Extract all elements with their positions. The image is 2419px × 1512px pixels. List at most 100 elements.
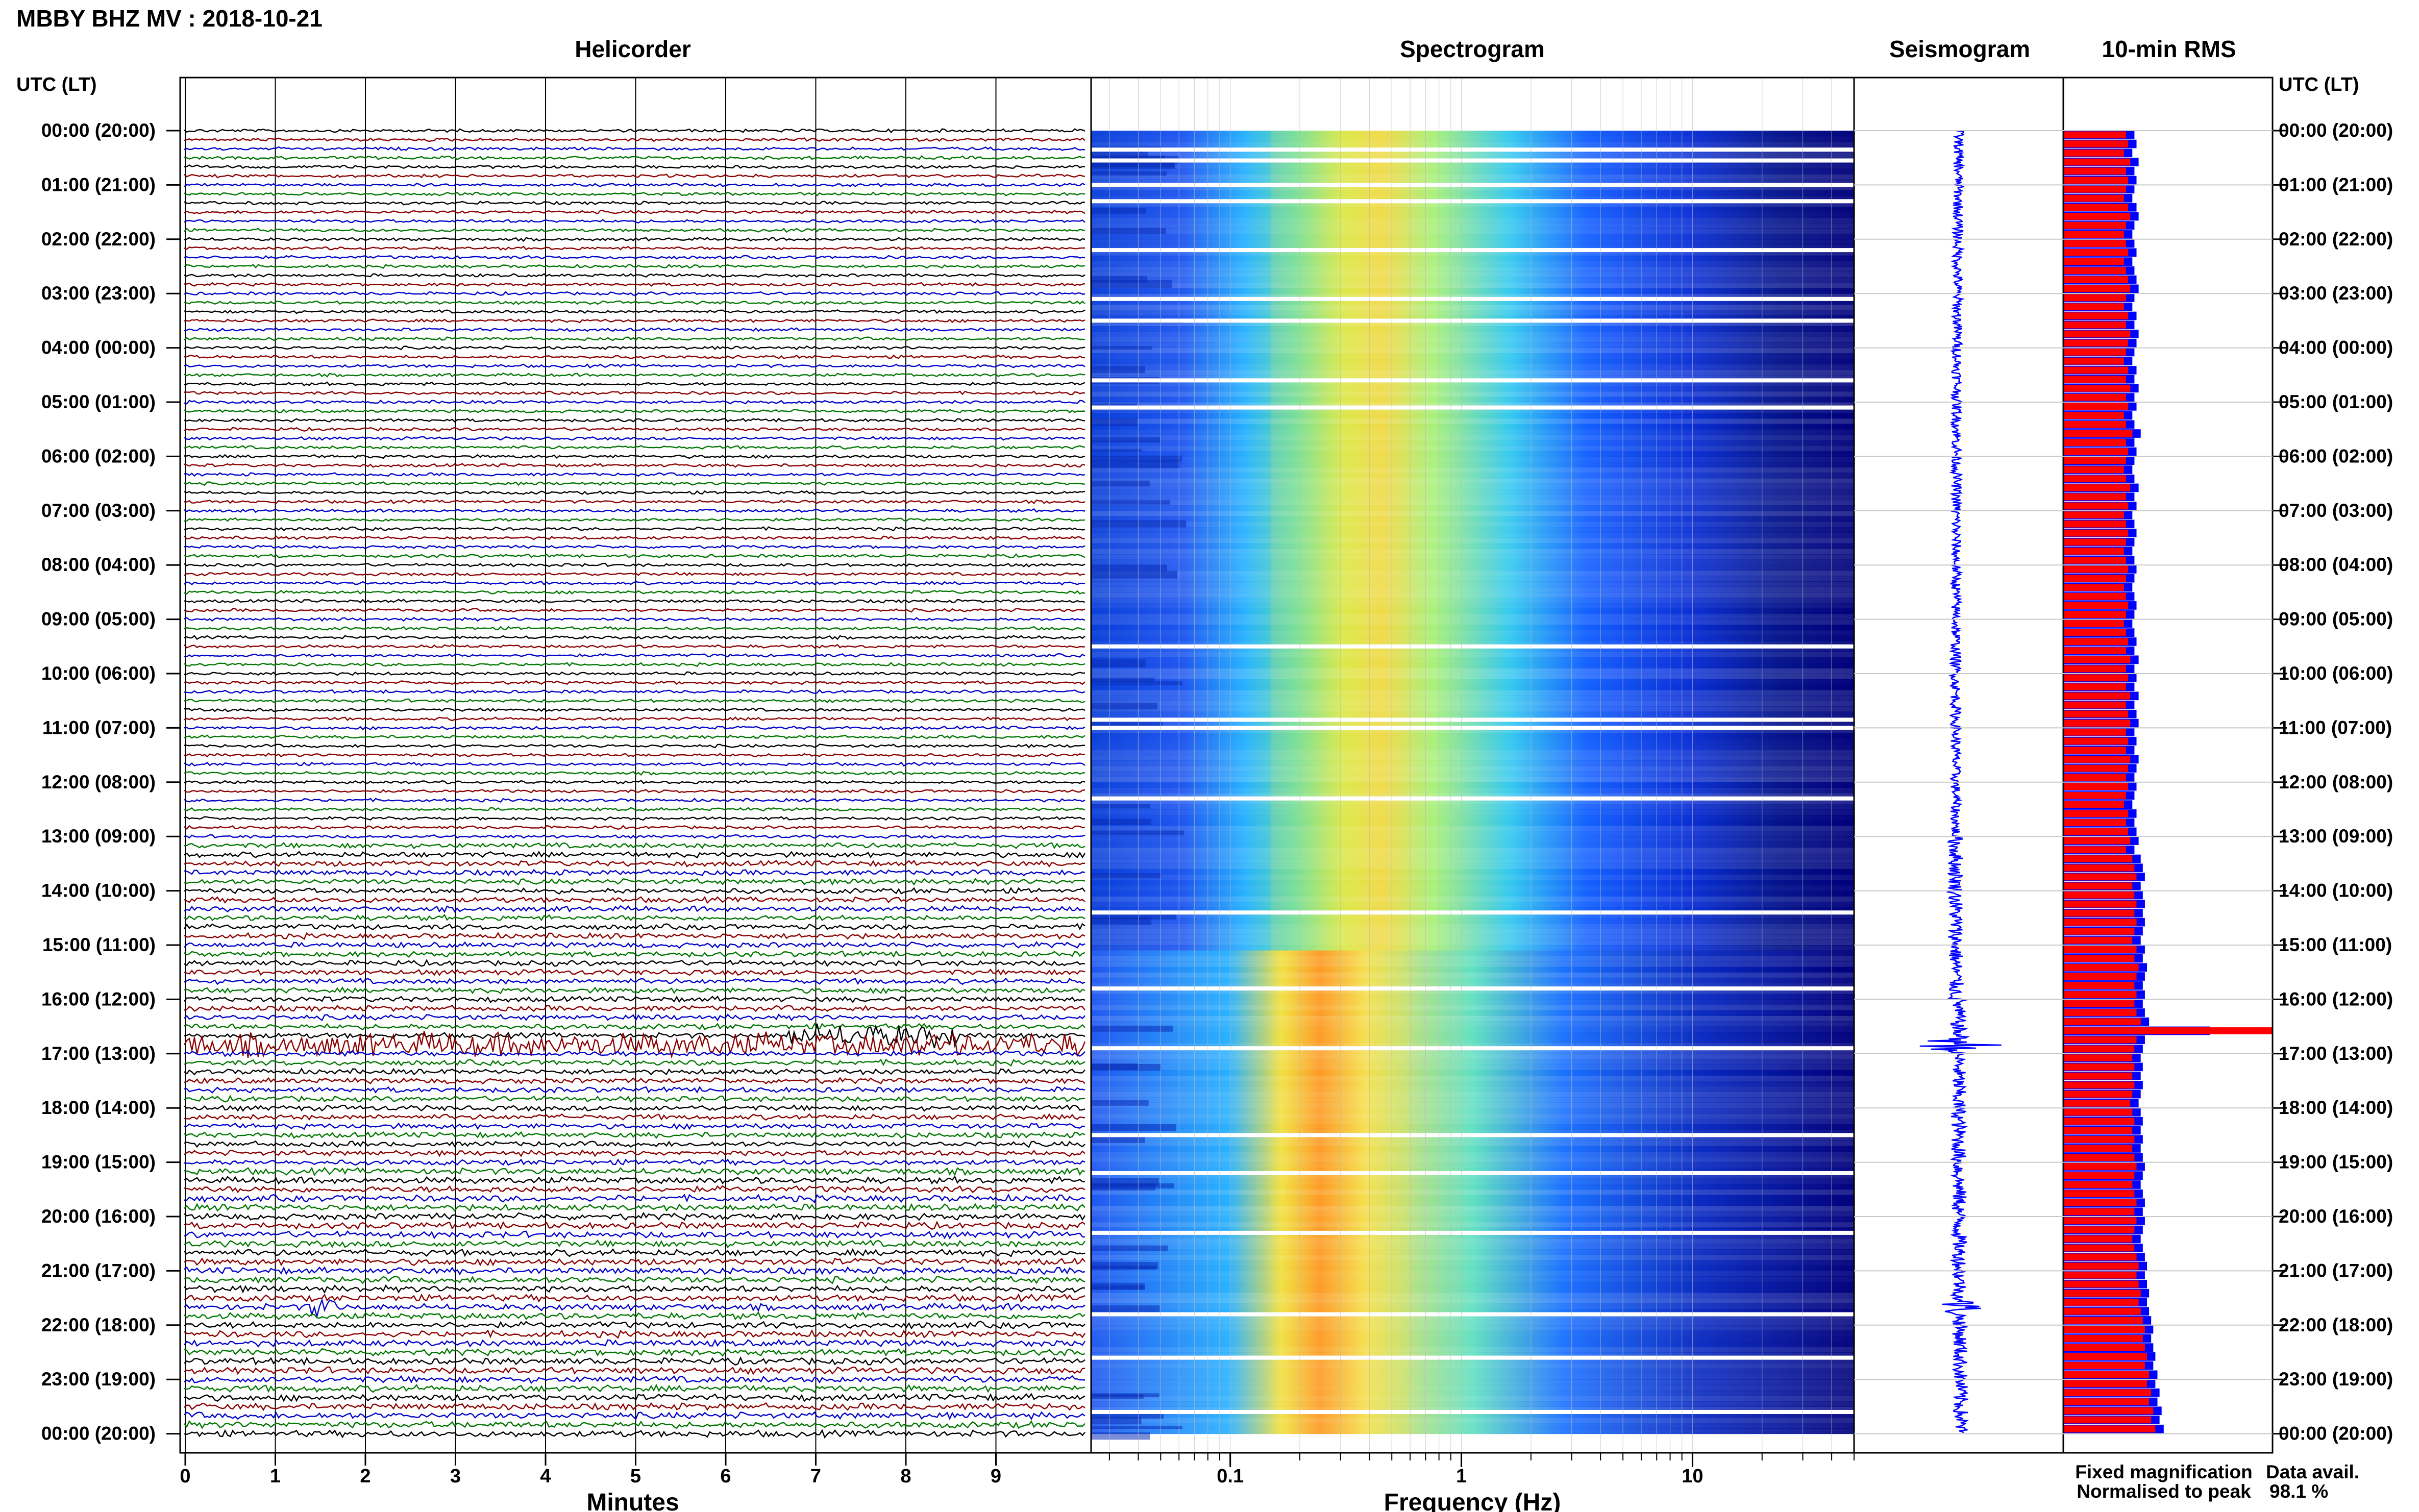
helicorder-trace-line <box>184 950 1085 958</box>
spectrogram-row <box>1091 1124 1854 1130</box>
time-label-left: 19:00 (15:00) <box>41 1152 156 1173</box>
helicorder-trace-line <box>184 318 1085 324</box>
time-label-left: 02:00 (22:00) <box>41 229 156 250</box>
helicorder-trace-line <box>184 191 1085 196</box>
spectrogram-row <box>1091 1374 1854 1380</box>
spectrogram-row <box>1091 1173 1854 1179</box>
time-label-left: 05:00 (01:00) <box>41 391 156 412</box>
spectrogram-row <box>1091 207 1854 213</box>
spectrogram-row <box>1091 755 1854 761</box>
helicorder-trace-line <box>184 761 1085 767</box>
spectrogram-row <box>1091 966 1854 973</box>
spectrogram-row <box>1091 396 1854 403</box>
spectrogram-row <box>1091 744 1854 750</box>
spectrogram-row <box>1091 190 1854 196</box>
spectrogram-row <box>1091 1064 1854 1071</box>
figure-title: MBBY BHZ MV : 2018-10-21 <box>16 5 323 32</box>
rms-bar-normalised <box>2063 1009 2137 1017</box>
rms-bar-normalised <box>2063 194 2124 202</box>
rms-bar-normalised <box>2063 557 2126 564</box>
spectrogram-row <box>1091 581 1854 587</box>
helicorder-trace-line <box>184 562 1085 568</box>
rms-bar-normalised <box>2063 258 2124 265</box>
helicorder-trace-line <box>184 146 1085 151</box>
helicorder-trace-line <box>184 616 1085 622</box>
spectrogram-row <box>1091 662 1854 668</box>
rms-bar-normalised <box>2063 412 2124 419</box>
helicorder-trace-line <box>184 878 1085 886</box>
spectrogram-row <box>1091 228 1854 234</box>
spectrogram-row <box>1091 201 1854 207</box>
spectrogram-row <box>1091 369 1854 376</box>
spectrogram-image <box>1091 78 1854 1453</box>
rms-bar-normalised <box>2063 1036 2137 1044</box>
spectrogram-row <box>1091 890 1854 897</box>
rms-bar-normalised <box>2063 1271 2137 1279</box>
spectrogram-row <box>1091 1108 1854 1114</box>
spectrogram-row <box>1091 1293 1854 1299</box>
helicorder-trace-line <box>184 1013 1085 1022</box>
spectrogram-row <box>1091 809 1854 815</box>
data-availability-value: 98.1 % <box>2269 1481 2328 1502</box>
time-label-left: 14:00 (10:00) <box>41 880 156 901</box>
rms-bar-normalised <box>2063 403 2129 410</box>
helicorder-trace-line <box>184 825 1085 830</box>
spectrogram-row <box>1091 1141 1854 1147</box>
helicorder-trace-line <box>184 245 1085 251</box>
rms-bar-normalised <box>2063 213 2131 220</box>
rms-bar-normalised <box>2063 285 2131 292</box>
helicorder-trace-line <box>184 1158 1085 1167</box>
spectrogram-lowfreq-block <box>1091 1305 1160 1313</box>
rms-bar-normalised <box>2063 1362 2145 1369</box>
rms-bar-normalised <box>2063 1045 2135 1053</box>
rms-bar-normalised <box>2063 592 2126 600</box>
rms-bar-normalised <box>2063 936 2133 944</box>
rms-bar-normalised <box>2063 873 2137 881</box>
spectrogram-data-gap <box>1091 726 1854 730</box>
helicorder-trace-line <box>184 887 1085 895</box>
time-axis-label-left: UTC (LT) <box>16 74 97 95</box>
helicorder-trace-line <box>184 327 1085 332</box>
rms-bar-normalised <box>2063 810 2129 817</box>
legend-normalised-to-peak: Normalised to peak <box>2077 1481 2251 1502</box>
spectrogram-row <box>1091 1254 1854 1260</box>
rms-bar-normalised <box>2063 728 2126 736</box>
helicorder-trace-line <box>184 182 1085 188</box>
rms-bar-normalised <box>2063 493 2126 501</box>
helicorder-trace-line <box>184 481 1085 486</box>
spectrogram-row <box>1091 635 1854 641</box>
minute-tick-label: 0 <box>180 1466 190 1487</box>
spectrogram-lowfreq-block <box>1091 1394 1144 1399</box>
time-label-right: 00:00 (20:00) <box>2279 120 2393 141</box>
spectrogram-lowfreq-block <box>1091 1266 1156 1270</box>
spectrogram-row <box>1091 1357 1854 1364</box>
helicorder-trace-line <box>184 436 1085 441</box>
spectrogram-row <box>1091 901 1854 908</box>
spectrogram-row <box>1091 869 1854 875</box>
rms-bar-normalised <box>2063 303 2124 311</box>
helicorder-trace-line <box>184 850 1086 859</box>
rms-bar-normalised <box>2063 855 2133 862</box>
spectrogram-row <box>1091 483 1854 489</box>
time-label-right: 17:00 (13:00) <box>2279 1043 2393 1064</box>
spectrogram-row <box>1091 570 1854 576</box>
spectrogram-panel-title: Spectrogram <box>1400 36 1545 62</box>
helicorder-trace-line <box>184 986 1085 995</box>
spectrogram-row <box>1091 1205 1854 1211</box>
helicorder-trace-line <box>184 1095 1085 1103</box>
minute-tick-label: 8 <box>900 1466 911 1487</box>
spectrogram-data-gap <box>1091 717 1854 722</box>
rms-bar-normalised <box>2063 1280 2139 1288</box>
helicorder-trace-line <box>184 1004 1085 1012</box>
spectrogram-row <box>1091 434 1854 440</box>
helicorder-trace-line <box>184 798 1085 803</box>
helicorder-trace-line <box>184 463 1085 468</box>
spectrogram-data-gap <box>1091 405 1854 410</box>
helicorder-trace-line <box>184 1149 1085 1157</box>
time-label-right: 19:00 (15:00) <box>2279 1152 2393 1173</box>
spectrogram-row <box>1091 195 1854 202</box>
spectrogram-lowfreq-block <box>1091 873 1161 879</box>
spectrogram-row <box>1091 282 1854 289</box>
spectrogram-row <box>1091 250 1854 256</box>
rms-bar-normalised <box>2063 737 2129 745</box>
